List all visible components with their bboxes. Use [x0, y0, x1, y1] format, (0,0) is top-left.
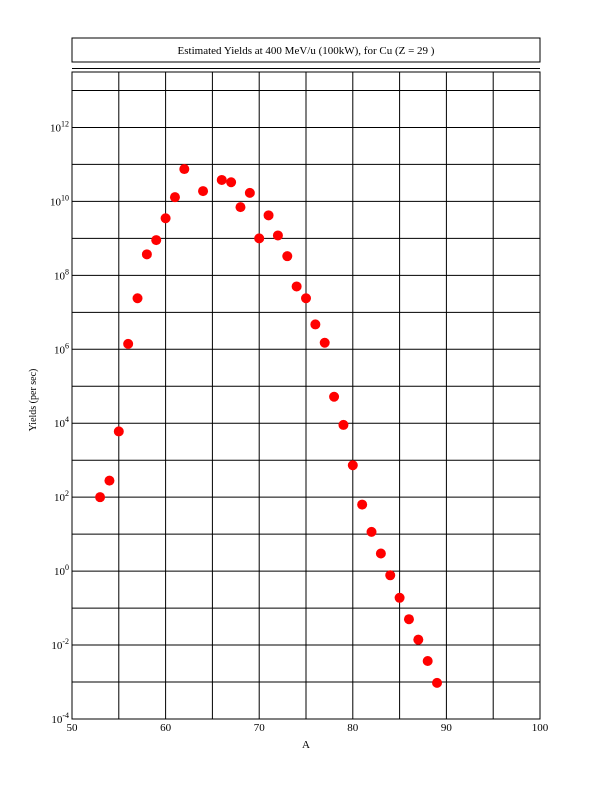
x-tick-label: 100	[532, 722, 549, 734]
data-point	[132, 293, 143, 304]
data-point	[113, 426, 124, 437]
data-point	[301, 293, 311, 304]
x-tick-label: 90	[441, 722, 453, 734]
data-point	[394, 592, 405, 603]
data-point	[95, 492, 106, 503]
x-tick-label: 60	[160, 722, 172, 734]
y-tick-label: 104	[54, 415, 69, 430]
data-point	[263, 210, 274, 221]
data-point	[169, 192, 180, 203]
data-point	[413, 634, 424, 645]
y-tick-label: 108	[54, 267, 69, 282]
plot-grid	[72, 72, 540, 719]
y-tick-label: 1012	[50, 119, 69, 134]
y-tick-label: 102	[54, 489, 69, 504]
title-box	[71, 37, 541, 63]
data-point	[329, 391, 340, 402]
data-point	[216, 174, 227, 185]
data-point	[432, 677, 443, 688]
data-point	[198, 186, 209, 197]
y-tick-label: 1010	[50, 193, 69, 208]
data-point	[282, 251, 293, 262]
data-point	[141, 249, 152, 260]
y-tick-label: 100	[54, 563, 69, 578]
data-point	[272, 230, 283, 241]
y-tick-labels: 1012 1010 108 106 104 102 100 10-2 10-4	[50, 119, 69, 726]
data-point	[338, 419, 349, 430]
y-tick-label: 10-4	[51, 711, 69, 726]
plot-frame	[71, 71, 541, 720]
data-point	[179, 164, 190, 175]
data-point	[235, 202, 246, 213]
data-point	[226, 177, 237, 188]
y-axis-label: Yields (per sec)	[28, 369, 39, 432]
data-point	[123, 338, 134, 349]
x-tick-label: 70	[254, 722, 266, 734]
data-point	[375, 548, 386, 559]
x-axis-label: A	[302, 739, 310, 751]
data-point	[244, 187, 255, 198]
data-point	[347, 460, 358, 471]
data-point	[357, 499, 368, 510]
x-tick-label: 80	[347, 722, 359, 734]
x-tick-label: 50	[67, 722, 79, 734]
data-point	[310, 319, 321, 330]
data-point	[403, 614, 414, 625]
data-point	[319, 337, 330, 348]
y-tick-label: 10-2	[51, 637, 69, 652]
data-point	[422, 656, 433, 667]
x-tick-labels: 50 60 70 80 90 100	[67, 722, 549, 734]
data-points	[95, 164, 443, 688]
data-point	[291, 281, 302, 292]
chart-title: Estimated Yields at 400 MeV/u (100kW), f…	[178, 45, 435, 57]
data-point	[366, 526, 377, 537]
data-point	[385, 570, 396, 581]
data-point	[254, 233, 265, 244]
data-point	[104, 475, 115, 486]
data-point	[160, 213, 171, 224]
data-point	[151, 235, 162, 246]
y-tick-label: 106	[54, 341, 69, 356]
